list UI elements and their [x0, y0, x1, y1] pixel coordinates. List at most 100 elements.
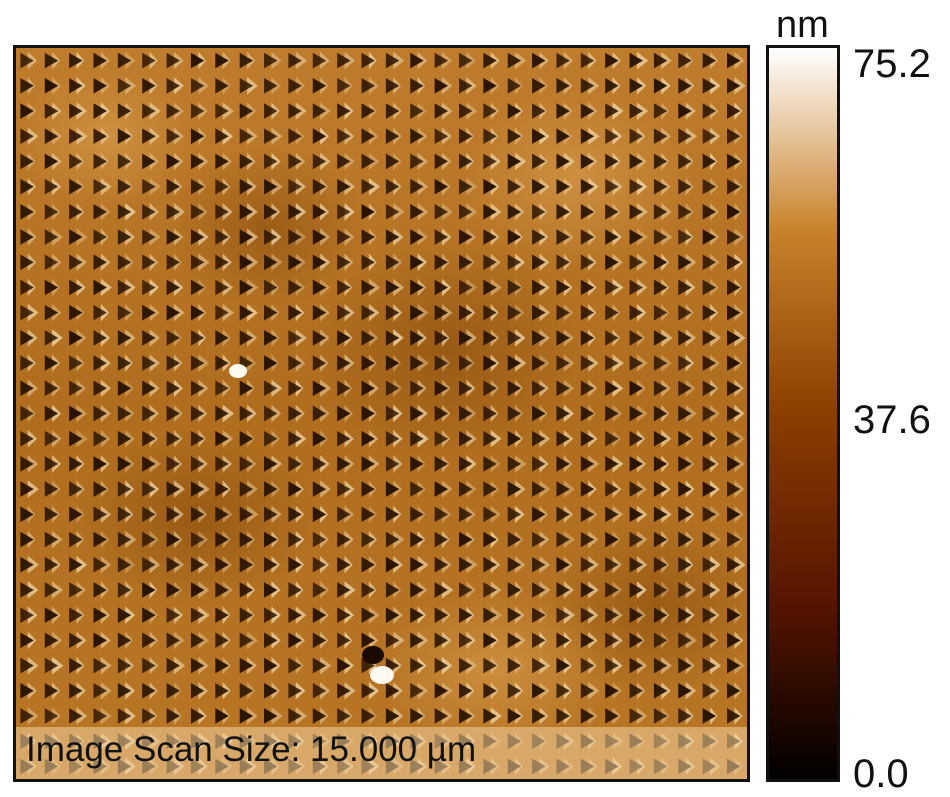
triangular-pit	[458, 304, 473, 321]
triangular-pit	[337, 481, 351, 497]
triangular-pit	[385, 330, 400, 346]
triangular-pit	[580, 153, 595, 170]
triangular-pit	[410, 229, 424, 245]
triangular-pit	[361, 355, 375, 371]
triangular-pit	[20, 456, 34, 472]
triangular-pit	[702, 708, 717, 724]
triangular-pit	[142, 204, 156, 220]
triangular-pit	[166, 657, 180, 674]
triangular-pit	[727, 481, 741, 497]
triangular-pit	[312, 380, 327, 397]
triangular-pit	[93, 52, 107, 69]
triangular-pit	[629, 456, 643, 472]
triangular-pit	[507, 52, 522, 69]
triangular-pit	[166, 531, 180, 548]
triangular-pit	[117, 304, 132, 321]
triangular-pit	[385, 128, 400, 145]
triangular-pit	[166, 304, 180, 321]
triangular-pit	[507, 153, 522, 170]
height-variations	[16, 68, 747, 748]
triangular-pit	[44, 682, 59, 699]
triangular-pit	[629, 708, 643, 724]
triangular-pit	[337, 178, 351, 195]
triangular-pit	[507, 682, 522, 699]
triangular-pit	[653, 77, 668, 94]
triangular-pit	[44, 355, 59, 371]
triangular-pit	[653, 405, 668, 422]
triangular-pit	[410, 430, 424, 447]
triangular-pit	[702, 531, 717, 548]
triangular-pit-array	[20, 51, 746, 776]
triangular-pit	[337, 52, 351, 69]
triangular-pit	[215, 657, 229, 674]
triangular-pit	[727, 52, 741, 69]
triangular-pit	[702, 279, 717, 296]
triangular-pit	[702, 77, 717, 94]
triangular-pit	[653, 128, 668, 145]
triangular-pit	[507, 481, 522, 497]
triangular-pit	[166, 405, 180, 422]
triangular-pit	[215, 481, 229, 497]
triangular-pit	[117, 582, 132, 598]
triangular-pit	[264, 556, 278, 573]
triangular-pit	[507, 304, 522, 321]
triangular-pit	[142, 531, 156, 548]
triangular-pit	[580, 607, 595, 623]
triangular-pit	[410, 632, 424, 649]
triangular-pit	[190, 531, 205, 548]
triangular-pit	[93, 632, 107, 649]
triangular-pit	[142, 128, 156, 145]
triangular-pit	[166, 128, 180, 145]
triangular-pit	[20, 380, 34, 397]
triangular-pit	[312, 52, 327, 69]
triangular-pit	[166, 103, 180, 119]
triangular-pit	[653, 456, 668, 472]
triangular-pit	[142, 632, 156, 649]
triangular-pit	[288, 607, 302, 623]
triangular-pit	[532, 531, 546, 548]
triangular-pit	[410, 657, 424, 674]
triangular-pit	[434, 481, 449, 497]
triangular-pit	[410, 77, 424, 94]
triangular-pit	[727, 128, 741, 145]
triangular-pit	[483, 128, 497, 145]
triangular-pit	[239, 153, 254, 170]
triangular-pit	[93, 355, 107, 371]
triangular-pit	[361, 430, 375, 447]
triangular-pit	[629, 77, 643, 94]
triangular-pit	[93, 380, 107, 397]
triangular-pit	[166, 556, 180, 573]
triangular-pit	[653, 506, 668, 523]
bright-particles	[229, 364, 394, 684]
triangular-pit	[20, 506, 34, 523]
triangular-pit	[507, 178, 522, 195]
triangular-pit	[483, 405, 497, 422]
triangular-pit	[653, 153, 668, 170]
triangular-pit	[410, 481, 424, 497]
triangular-pit	[629, 657, 643, 674]
triangular-pit	[434, 506, 449, 523]
triangular-pit	[434, 254, 449, 271]
triangular-pit	[532, 330, 546, 346]
triangular-pit	[239, 103, 254, 119]
triangular-pit	[117, 481, 132, 497]
triangular-pit	[312, 153, 327, 170]
triangular-pit	[702, 632, 717, 649]
triangular-pit	[727, 204, 741, 220]
triangular-pit	[629, 153, 643, 170]
colorbar-unit-label: nm	[776, 4, 829, 46]
triangular-pit	[337, 304, 351, 321]
triangular-pit	[434, 77, 449, 94]
triangular-pit	[532, 178, 546, 195]
triangular-pit	[556, 430, 570, 447]
triangular-pit	[556, 153, 570, 170]
triangular-pit	[678, 279, 692, 296]
triangular-pit	[117, 178, 132, 195]
triangular-pit	[239, 380, 254, 397]
triangular-pit	[215, 330, 229, 346]
triangular-pit	[629, 531, 643, 548]
triangular-pit	[483, 52, 497, 69]
triangular-pit	[532, 632, 546, 649]
triangular-pit	[264, 430, 278, 447]
triangular-pit	[44, 330, 59, 346]
